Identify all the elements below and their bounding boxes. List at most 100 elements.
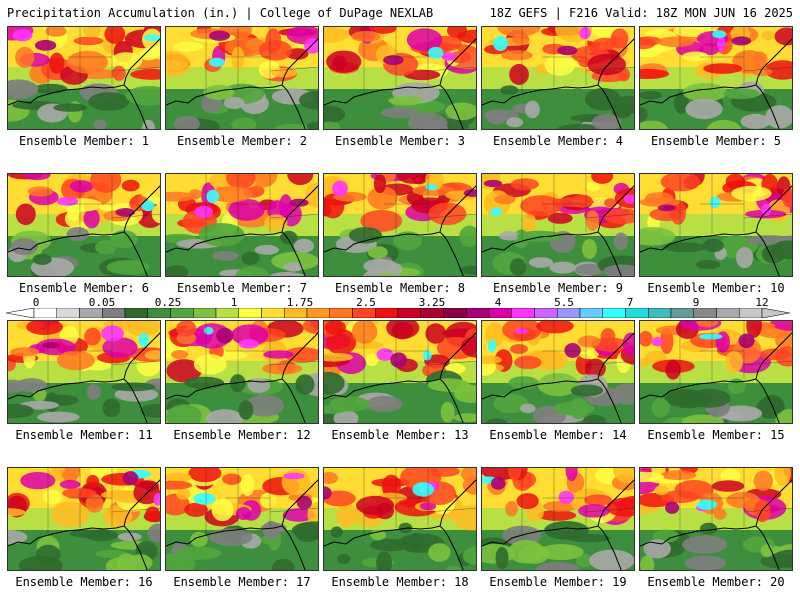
colorbar-swatch (648, 308, 672, 318)
precipitation-map (640, 468, 792, 570)
precipitation-map (324, 468, 476, 570)
colorbar-swatch (375, 308, 399, 318)
colorbar-tick-label: 5.5 (554, 296, 574, 309)
colorbar-swatch (579, 308, 603, 318)
precipitation-map (482, 27, 634, 129)
ensemble-map-panel (481, 467, 635, 571)
colorbar-swatch (397, 308, 421, 318)
ensemble-member-label: Ensemble Member: 11 (15, 428, 153, 442)
ensemble-map-panel (639, 320, 793, 424)
colorbar-swatch (147, 308, 171, 318)
precipitation-map (640, 27, 792, 129)
precipitation-map (324, 321, 476, 423)
ensemble-member-label: Ensemble Member: 1 (18, 134, 150, 148)
colorbar-swatch (215, 308, 239, 318)
colorbar-swatch (511, 308, 535, 318)
colorbar-tick-label: 1 (230, 296, 238, 309)
precipitation-map (482, 321, 634, 423)
precipitation-map (640, 321, 792, 423)
header-valid-time: 18Z GEFS | F216 Valid: 18Z MON JUN 16 20… (489, 6, 793, 20)
colorbar-swatch (284, 308, 308, 318)
ensemble-map-panel (639, 467, 793, 571)
ensemble-map-panel (165, 26, 319, 130)
ensemble-map-panel (7, 173, 161, 277)
precipitation-map (324, 174, 476, 276)
ensemble-map-panel (323, 320, 477, 424)
colorbar-tick-label: 0.25 (154, 296, 182, 309)
colorbar-swatch (716, 308, 740, 318)
precipitation-map (166, 27, 318, 129)
colorbar-swatch (670, 308, 694, 318)
ensemble-member-label: Ensemble Member: 17 (173, 575, 311, 589)
precipitation-map (8, 174, 160, 276)
precipitation-map (166, 174, 318, 276)
header-title: Precipitation Accumulation (in.) | Colle… (7, 6, 434, 20)
precipitation-map (8, 468, 160, 570)
ensemble-member-label: Ensemble Member: 19 (489, 575, 627, 589)
precipitation-map (482, 468, 634, 570)
colorbar-swatch (124, 308, 148, 318)
precipitation-map (166, 468, 318, 570)
ensemble-member-label: Ensemble Member: 2 (176, 134, 308, 148)
colorbar-swatch (557, 308, 581, 318)
ensemble-member-label: Ensemble Member: 7 (176, 281, 308, 295)
colorbar-tick-label: 4 (494, 296, 502, 309)
precipitation-map (324, 27, 476, 129)
precipitation-colorbar (6, 308, 790, 318)
colorbar-swatch (488, 308, 512, 318)
ensemble-map-panel (165, 467, 319, 571)
colorbar-swatch (33, 308, 57, 318)
colorbar-tick-label: 7 (626, 296, 634, 309)
ensemble-member-label: Ensemble Member: 3 (334, 134, 466, 148)
colorbar-swatch (443, 308, 467, 318)
colorbar-tick-label: 1.75 (286, 296, 314, 309)
colorbar-tick-label: 9 (692, 296, 700, 309)
precipitation-map (482, 174, 634, 276)
colorbar-swatch (193, 308, 217, 318)
ensemble-member-label: Ensemble Member: 8 (334, 281, 466, 295)
colorbar-swatch (306, 308, 330, 318)
ensemble-map-panel (323, 173, 477, 277)
ensemble-map-panel (481, 173, 635, 277)
ensemble-member-label: Ensemble Member: 18 (331, 575, 469, 589)
colorbar-swatch (261, 308, 285, 318)
colorbar-swatch (56, 308, 80, 318)
colorbar-swatch (602, 308, 626, 318)
ensemble-map-panel (165, 173, 319, 277)
colorbar-tick-label: 3.25 (418, 296, 446, 309)
colorbar-tick-label: 0.05 (88, 296, 116, 309)
ensemble-map-panel (323, 26, 477, 130)
colorbar-tick-label: 2.5 (356, 296, 376, 309)
ensemble-member-label: Ensemble Member: 4 (492, 134, 624, 148)
ensemble-member-label: Ensemble Member: 15 (647, 428, 785, 442)
ensemble-map-panel (481, 26, 635, 130)
ensemble-map-panel (481, 320, 635, 424)
colorbar-swatch (466, 308, 490, 318)
ensemble-map-panel (165, 320, 319, 424)
colorbar-tick-label: 12 (755, 296, 769, 309)
colorbar-right-arrow (761, 308, 790, 318)
ensemble-map-panel (639, 173, 793, 277)
colorbar-swatch (79, 308, 103, 318)
ensemble-member-label: Ensemble Member: 5 (650, 134, 782, 148)
colorbar-swatch (625, 308, 649, 318)
colorbar-swatch (238, 308, 262, 318)
colorbar-swatch (534, 308, 558, 318)
ensemble-member-label: Ensemble Member: 9 (492, 281, 624, 295)
colorbar-swatch (352, 308, 376, 318)
ensemble-member-label: Ensemble Member: 16 (15, 575, 153, 589)
colorbar-swatch (693, 308, 717, 318)
ensemble-member-label: Ensemble Member: 20 (647, 575, 785, 589)
colorbar-left-arrow (6, 308, 35, 318)
ensemble-member-label: Ensemble Member: 13 (331, 428, 469, 442)
precipitation-map (8, 27, 160, 129)
ensemble-map-panel (639, 26, 793, 130)
ensemble-member-label: Ensemble Member: 10 (647, 281, 785, 295)
precipitation-map (8, 321, 160, 423)
ensemble-member-label: Ensemble Member: 6 (18, 281, 150, 295)
precipitation-map (640, 174, 792, 276)
colorbar-tick-label: 0 (32, 296, 40, 309)
ensemble-member-label: Ensemble Member: 14 (489, 428, 627, 442)
ensemble-map-panel (7, 26, 161, 130)
colorbar-swatch (329, 308, 353, 318)
